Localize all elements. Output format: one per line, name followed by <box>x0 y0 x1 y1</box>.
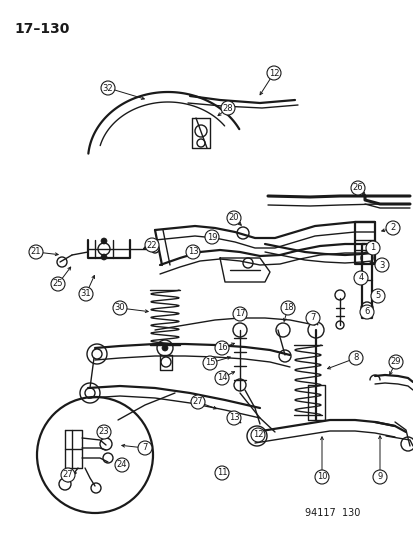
Text: 17: 17 <box>234 310 245 319</box>
Text: 14: 14 <box>216 374 227 383</box>
Text: 27: 27 <box>62 471 73 480</box>
Text: 13: 13 <box>228 414 239 423</box>
Circle shape <box>79 287 93 301</box>
Text: 2: 2 <box>389 223 395 232</box>
Circle shape <box>280 301 294 315</box>
Circle shape <box>350 181 364 195</box>
Circle shape <box>214 341 228 355</box>
Circle shape <box>372 470 386 484</box>
Circle shape <box>214 371 228 385</box>
Text: 7: 7 <box>142 443 147 453</box>
Circle shape <box>314 470 328 484</box>
Circle shape <box>97 425 111 439</box>
Circle shape <box>185 245 199 259</box>
Circle shape <box>266 66 280 80</box>
Text: 24: 24 <box>116 461 127 470</box>
Text: 11: 11 <box>216 469 227 478</box>
Circle shape <box>365 241 379 255</box>
Circle shape <box>190 395 204 409</box>
Circle shape <box>374 258 388 272</box>
Circle shape <box>359 305 373 319</box>
Text: 16: 16 <box>216 343 227 352</box>
Circle shape <box>115 458 129 472</box>
Text: 26: 26 <box>352 183 363 192</box>
Circle shape <box>161 345 168 351</box>
Circle shape <box>226 211 240 225</box>
Circle shape <box>151 245 159 253</box>
Text: 1: 1 <box>370 244 375 253</box>
Text: 20: 20 <box>228 214 239 222</box>
Text: 18: 18 <box>282 303 292 312</box>
Text: 10: 10 <box>316 472 326 481</box>
Circle shape <box>61 468 75 482</box>
Circle shape <box>202 356 216 370</box>
Circle shape <box>226 411 240 425</box>
Circle shape <box>29 245 43 259</box>
Text: 30: 30 <box>114 303 125 312</box>
Text: 21: 21 <box>31 247 41 256</box>
Circle shape <box>348 351 362 365</box>
Circle shape <box>388 355 402 369</box>
Circle shape <box>101 238 107 244</box>
Text: 7: 7 <box>310 313 315 322</box>
Circle shape <box>221 101 235 115</box>
Circle shape <box>138 441 152 455</box>
Text: 94117  130: 94117 130 <box>304 508 359 518</box>
Circle shape <box>51 277 65 291</box>
Circle shape <box>204 230 218 244</box>
Circle shape <box>233 307 247 321</box>
Circle shape <box>101 254 107 260</box>
Circle shape <box>370 289 384 303</box>
Circle shape <box>214 466 228 480</box>
Text: 22: 22 <box>146 240 157 249</box>
Circle shape <box>305 311 319 325</box>
Circle shape <box>353 271 367 285</box>
Text: 12: 12 <box>268 69 279 77</box>
Text: 15: 15 <box>204 359 215 367</box>
Text: 6: 6 <box>363 308 369 317</box>
Text: 9: 9 <box>377 472 382 481</box>
Text: 4: 4 <box>358 273 363 282</box>
Circle shape <box>101 81 115 95</box>
Text: 12: 12 <box>252 431 263 440</box>
Circle shape <box>113 301 127 315</box>
Text: 8: 8 <box>352 353 358 362</box>
Circle shape <box>385 221 399 235</box>
Text: 28: 28 <box>222 103 233 112</box>
Text: 25: 25 <box>52 279 63 288</box>
Text: 29: 29 <box>390 358 400 367</box>
Text: 3: 3 <box>378 261 384 270</box>
Circle shape <box>250 428 264 442</box>
Text: 17–130: 17–130 <box>14 22 69 36</box>
Circle shape <box>145 238 159 252</box>
Text: 27: 27 <box>192 398 203 407</box>
Text: 31: 31 <box>81 289 91 298</box>
Text: 23: 23 <box>98 427 109 437</box>
Text: 13: 13 <box>187 247 198 256</box>
Text: 5: 5 <box>375 292 380 301</box>
Text: 19: 19 <box>206 232 217 241</box>
Text: 32: 32 <box>102 84 113 93</box>
